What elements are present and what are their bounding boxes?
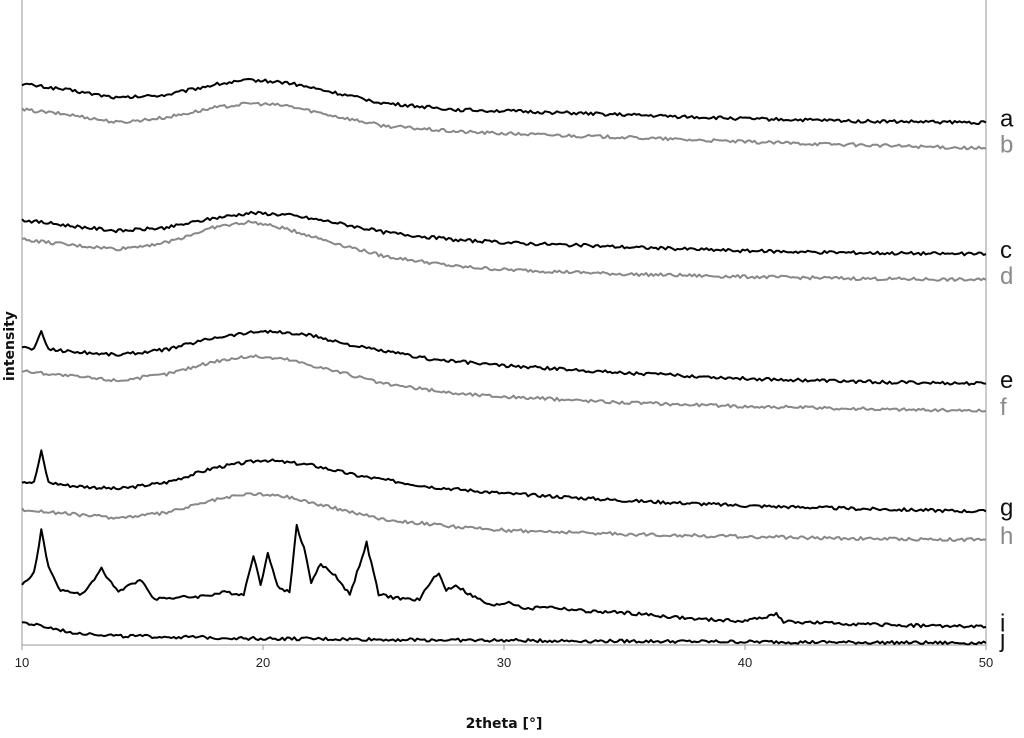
series-label-a: a <box>1000 106 1014 133</box>
series-line-d <box>21 219 987 282</box>
series-line-j <box>21 621 987 646</box>
series-label-b: b <box>1000 131 1013 158</box>
series-line-e <box>21 329 987 386</box>
series-label-c: c <box>1000 237 1012 264</box>
x-tick-label: 10 <box>15 655 29 670</box>
series-labels: ab cd ef gh ij <box>999 106 1014 654</box>
series-lines <box>21 78 987 646</box>
series-line-a <box>21 78 987 125</box>
series-line-f <box>21 354 987 413</box>
series-label-e: e <box>1000 367 1013 394</box>
series-line-c <box>21 210 987 257</box>
series-label-g: g <box>1000 494 1013 521</box>
series-line-b <box>21 101 987 151</box>
x-tick-label: 50 <box>979 655 993 670</box>
series-label-h: h <box>1000 523 1013 550</box>
x-tick-label: 20 <box>256 655 270 670</box>
series-line-g <box>21 449 987 514</box>
series-label-i: i <box>1000 610 1005 637</box>
series-line-i <box>21 523 987 629</box>
y-axis-title: intensity <box>2 311 18 381</box>
series-label-d: d <box>1000 263 1013 290</box>
series-label-j: j <box>999 626 1005 653</box>
x-tick-label: 30 <box>497 655 511 670</box>
series-label-f: f <box>1000 394 1007 421</box>
series-line-h <box>21 492 987 543</box>
x-ticks: 10 20 30 40 50 <box>15 645 993 670</box>
x-axis-title: 2theta [°] <box>466 716 543 732</box>
x-tick-label: 40 <box>738 655 752 670</box>
